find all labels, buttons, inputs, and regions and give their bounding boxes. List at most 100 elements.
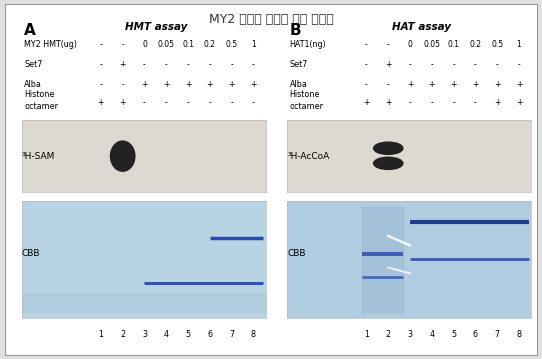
Text: -: - xyxy=(209,60,211,69)
Text: +: + xyxy=(207,80,213,89)
Text: +: + xyxy=(472,80,479,89)
Text: +: + xyxy=(119,60,126,69)
Text: -: - xyxy=(165,98,167,107)
Text: -: - xyxy=(209,98,211,107)
Text: 7: 7 xyxy=(495,330,500,339)
Text: 0.1: 0.1 xyxy=(448,40,460,50)
Text: Alba: Alba xyxy=(289,80,307,89)
Text: +: + xyxy=(141,80,147,89)
Text: +: + xyxy=(385,98,391,107)
Text: -: - xyxy=(252,98,255,107)
Text: 0.05: 0.05 xyxy=(423,40,440,50)
Text: 1: 1 xyxy=(251,40,256,50)
Text: -: - xyxy=(474,60,477,69)
Text: 0: 0 xyxy=(142,40,147,50)
Text: Set7: Set7 xyxy=(24,60,42,69)
Text: 0.5: 0.5 xyxy=(225,40,238,50)
Text: -: - xyxy=(365,80,368,89)
Text: Histone: Histone xyxy=(289,90,320,99)
Text: -: - xyxy=(430,98,433,107)
Text: +: + xyxy=(250,80,257,89)
Text: 0.2: 0.2 xyxy=(469,40,481,50)
Text: 0.05: 0.05 xyxy=(158,40,175,50)
Text: 3: 3 xyxy=(408,330,412,339)
Text: -: - xyxy=(518,60,520,69)
Text: +: + xyxy=(516,80,522,89)
Text: 0.5: 0.5 xyxy=(491,40,504,50)
Text: 2: 2 xyxy=(120,330,125,339)
Text: -: - xyxy=(186,60,190,69)
Text: -: - xyxy=(230,98,233,107)
Text: HAT assay: HAT assay xyxy=(392,22,451,32)
Text: +: + xyxy=(407,80,413,89)
Text: HMT assay: HMT assay xyxy=(125,22,187,32)
Ellipse shape xyxy=(373,142,403,154)
Text: -: - xyxy=(100,80,102,89)
Text: MY2 HMT(ug): MY2 HMT(ug) xyxy=(24,40,77,50)
Text: +: + xyxy=(494,98,500,107)
Text: 0.2: 0.2 xyxy=(204,40,216,50)
Text: -: - xyxy=(230,60,233,69)
Text: 5: 5 xyxy=(451,330,456,339)
Text: 4: 4 xyxy=(429,330,434,339)
Text: -: - xyxy=(100,40,102,50)
Text: Alba: Alba xyxy=(24,80,42,89)
Text: 6: 6 xyxy=(473,330,478,339)
Text: 4: 4 xyxy=(164,330,169,339)
Text: +: + xyxy=(163,80,170,89)
Text: 7: 7 xyxy=(229,330,234,339)
Text: +: + xyxy=(450,80,457,89)
Text: octamer: octamer xyxy=(24,102,58,111)
Text: -: - xyxy=(365,60,368,69)
Text: ³H-AcCoA: ³H-AcCoA xyxy=(287,151,330,161)
Text: -: - xyxy=(409,60,411,69)
Text: -: - xyxy=(252,60,255,69)
Text: ³H-SAM: ³H-SAM xyxy=(22,151,55,161)
Text: +: + xyxy=(363,98,370,107)
Text: +: + xyxy=(516,98,522,107)
Text: 2: 2 xyxy=(386,330,391,339)
Text: HAT1(ng): HAT1(ng) xyxy=(289,40,326,50)
Text: -: - xyxy=(121,40,124,50)
Text: -: - xyxy=(100,60,102,69)
Text: 1: 1 xyxy=(517,40,521,50)
Text: -: - xyxy=(186,98,190,107)
Text: 5: 5 xyxy=(185,330,191,339)
Text: 1: 1 xyxy=(98,330,104,339)
Text: A: A xyxy=(24,23,36,38)
Text: +: + xyxy=(119,98,126,107)
Text: +: + xyxy=(429,80,435,89)
Ellipse shape xyxy=(111,141,135,171)
Text: +: + xyxy=(385,60,391,69)
Text: -: - xyxy=(365,40,368,50)
Text: CBB: CBB xyxy=(22,249,40,258)
Text: -: - xyxy=(143,98,146,107)
Text: +: + xyxy=(229,80,235,89)
Text: 1: 1 xyxy=(364,330,369,339)
Text: B: B xyxy=(289,23,301,38)
Text: -: - xyxy=(474,98,477,107)
Text: -: - xyxy=(143,60,146,69)
Text: 0: 0 xyxy=(408,40,412,50)
Text: +: + xyxy=(185,80,191,89)
Text: +: + xyxy=(494,80,500,89)
Text: -: - xyxy=(165,60,167,69)
Text: 0.1: 0.1 xyxy=(182,40,194,50)
Text: 6: 6 xyxy=(208,330,212,339)
Text: -: - xyxy=(387,80,390,89)
Text: -: - xyxy=(452,60,455,69)
Text: 8: 8 xyxy=(251,330,256,339)
Text: Histone: Histone xyxy=(24,90,55,99)
Text: -: - xyxy=(409,98,411,107)
Text: Set7: Set7 xyxy=(289,60,308,69)
Ellipse shape xyxy=(373,157,403,169)
Text: octamer: octamer xyxy=(289,102,324,111)
Text: 3: 3 xyxy=(142,330,147,339)
Text: -: - xyxy=(452,98,455,107)
Text: CBB: CBB xyxy=(287,249,306,258)
Text: 8: 8 xyxy=(517,330,521,339)
Text: -: - xyxy=(496,60,499,69)
Text: -: - xyxy=(387,40,390,50)
Text: -: - xyxy=(121,80,124,89)
Text: +: + xyxy=(98,98,104,107)
